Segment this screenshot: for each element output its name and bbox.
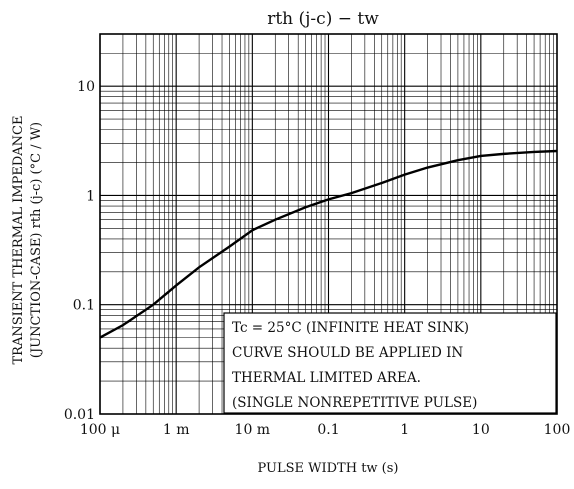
x-tick-labels: 100 μ 1 m 10 m 0.1 1 10 100 xyxy=(80,422,571,438)
y-tick-label: 0.1 xyxy=(73,298,95,314)
y-tick-label: 1 xyxy=(86,188,95,204)
annotation-line-2: CURVE SHOULD BE APPLIED IN xyxy=(232,345,463,361)
annotation-line-3: THERMAL LIMITED AREA. xyxy=(232,370,421,386)
y-axis-label-line2: (JUNCTION-CASE) rth (j-c) (°C / W) xyxy=(29,122,44,358)
x-tick-label: 1 xyxy=(400,422,409,438)
x-tick-label: 10 m xyxy=(235,422,271,438)
x-axis-label: PULSE WIDTH tw (s) xyxy=(258,461,399,476)
annotation-box-bg xyxy=(223,312,557,414)
annotation-line-1: Tc = 25°C (INFINITE HEAT SINK) xyxy=(232,320,469,336)
y-tick-label: 10 xyxy=(77,79,95,95)
x-tick-label: 100 μ xyxy=(80,422,120,438)
y-axis-label-line1: TRANSIENT THERMAL IMPEDANCE xyxy=(11,116,26,365)
y-tick-label: 0.01 xyxy=(64,407,95,423)
x-tick-label: 1 m xyxy=(163,422,190,438)
x-tick-label: 100 xyxy=(544,422,571,438)
annotation-box: Tc = 25°C (INFINITE HEAT SINK) CURVE SHO… xyxy=(223,312,557,414)
annotation-line-4: (SINGLE NONREPETITIVE PULSE) xyxy=(232,395,477,411)
x-tick-label: 0.1 xyxy=(317,422,339,438)
chart-title: rth (j-c) − tw xyxy=(267,9,379,29)
x-tick-label: 10 xyxy=(472,422,490,438)
plot-frame xyxy=(99,33,558,415)
impedance-curve xyxy=(99,149,558,339)
y-tick-labels: 0.01 0.1 1 10 xyxy=(64,79,95,423)
